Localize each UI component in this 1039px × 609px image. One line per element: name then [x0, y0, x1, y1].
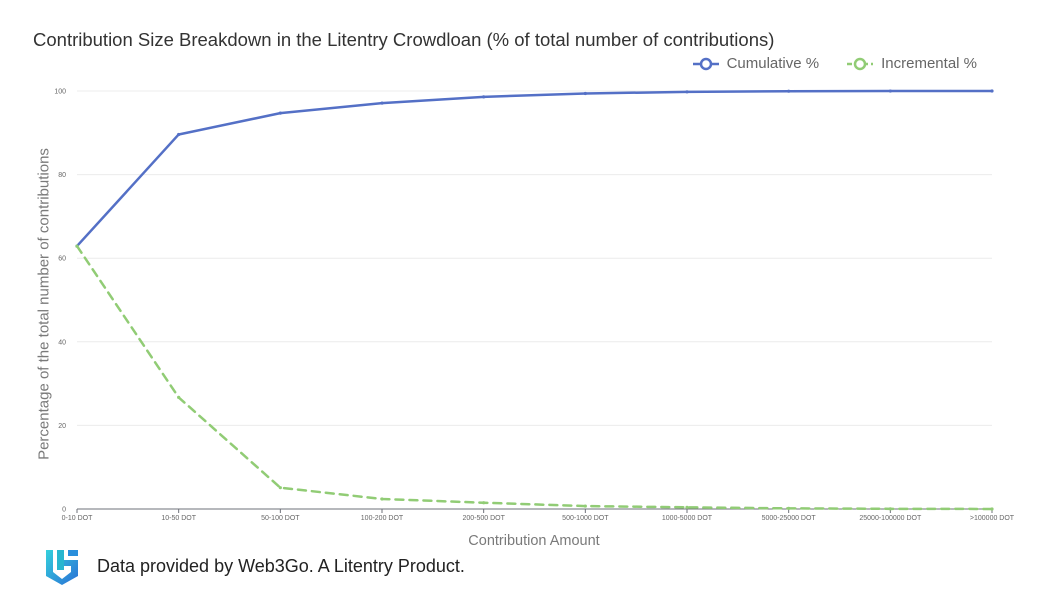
legend-item-incremental[interactable]: Incremental %	[847, 55, 977, 72]
data-point	[583, 504, 587, 508]
y-tick-label: 0	[62, 507, 66, 514]
y-axis-label: Percentage of the total number of contri…	[35, 148, 53, 460]
chart-title: Contribution Size Breakdown in the Liten…	[33, 29, 775, 50]
data-point	[278, 486, 282, 490]
data-point	[177, 132, 181, 137]
x-axis-label: Contribution Amount	[468, 533, 600, 549]
series-line-cumulative	[75, 89, 994, 248]
x-tick-label: >100000 DOT	[970, 515, 1015, 522]
data-point	[380, 497, 384, 501]
x-tick-label: 1000-5000 DOT	[662, 515, 713, 522]
web3go-logo-icon	[46, 550, 78, 585]
data-point	[888, 507, 892, 511]
data-point	[990, 89, 994, 93]
legend-line-icon-incremental	[847, 57, 874, 70]
data-point	[787, 506, 791, 510]
data-point	[787, 89, 791, 93]
x-tick-label: 500-1000 DOT	[562, 515, 609, 522]
series-line-incremental	[75, 244, 994, 511]
data-point	[380, 101, 384, 105]
footer-credit-text: Data provided by Web3Go. A Litentry Prod…	[97, 555, 465, 576]
legend-label-incremental: Incremental %	[881, 55, 977, 72]
chart-gridlines	[77, 90, 992, 426]
legend-item-cumulative[interactable]: Cumulative %	[692, 55, 820, 72]
x-tick-label: 200-500 DOT	[462, 515, 505, 522]
x-tick-label: 0-10 DOT	[62, 515, 93, 522]
x-tick-label: 10-50 DOT	[161, 515, 196, 522]
x-tick-label: 50-100 DOT	[261, 515, 300, 522]
data-point	[482, 501, 486, 505]
x-tick-label: 100-200 DOT	[361, 515, 404, 522]
data-point	[583, 91, 587, 96]
data-point	[888, 89, 892, 93]
chart-legend: Cumulative % Incremental %	[692, 55, 977, 72]
data-point	[278, 111, 282, 115]
x-tick-label: 5000-25000 DOT	[762, 515, 817, 522]
y-tick-label: 100	[54, 89, 66, 96]
footer: Data provided by Web3Go. A Litentry Prod…	[44, 546, 465, 586]
data-point	[685, 90, 689, 94]
legend-label-cumulative: Cumulative %	[726, 55, 820, 72]
data-point	[685, 505, 689, 509]
y-tick-label: 20	[58, 423, 66, 430]
data-point	[75, 244, 79, 248]
y-tick-label: 80	[58, 172, 66, 179]
legend-line-icon-cumulative	[692, 57, 719, 70]
y-tick-label: 60	[58, 256, 66, 263]
data-point	[177, 395, 181, 399]
chart-axes: 0 20 40 60 80 100 0-10 DOT 10-50 DOT 50-100 DOT 1…	[54, 89, 1014, 523]
chart-series	[75, 89, 994, 511]
x-tick-label: 25000-100000 DOT	[859, 515, 922, 522]
y-tick-label: 40	[58, 339, 66, 346]
data-point	[990, 507, 994, 511]
data-point	[482, 95, 486, 99]
